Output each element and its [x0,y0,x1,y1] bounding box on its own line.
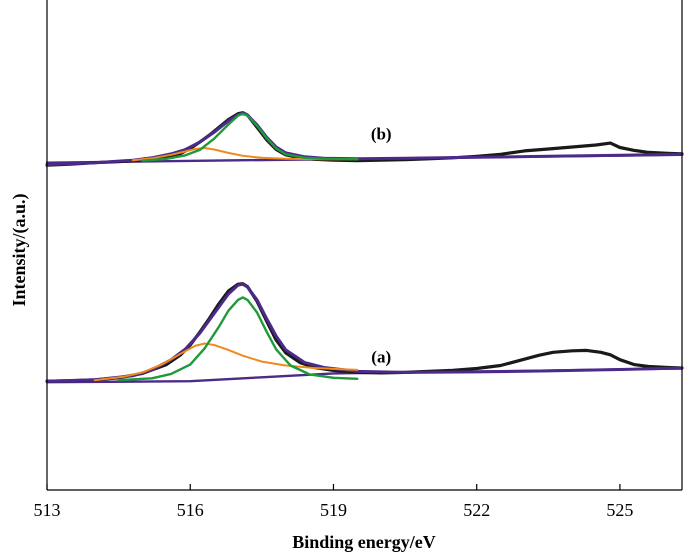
x-tick-label: 516 [177,500,204,520]
x-ticks: 513 516 519 522 525 [34,484,633,520]
series-fit-peak-2 [141,112,359,162]
series-raw [45,282,684,383]
series-labels: (b) (a) [371,125,392,367]
series-envelope [45,282,684,383]
y-axis-title: Intensity/(a.u.) [9,193,30,306]
series-fit-peak-1 [131,147,359,162]
x-tick-label: 522 [463,500,490,520]
axes [46,0,683,491]
plot-lines [45,111,684,384]
series-label: (b) [371,125,392,144]
panel-0 [45,111,684,167]
x-axis-title: Binding energy/eV [292,532,436,552]
x-tick-label: 525 [606,500,633,520]
x-tick-label: 519 [320,500,347,520]
series-fit-peak-1 [93,342,359,382]
series-fit-peak-2 [117,296,359,382]
x-tick-label: 513 [34,500,61,520]
series-label: (a) [371,348,391,367]
panel-1 [45,282,684,384]
series-envelope [45,111,684,167]
